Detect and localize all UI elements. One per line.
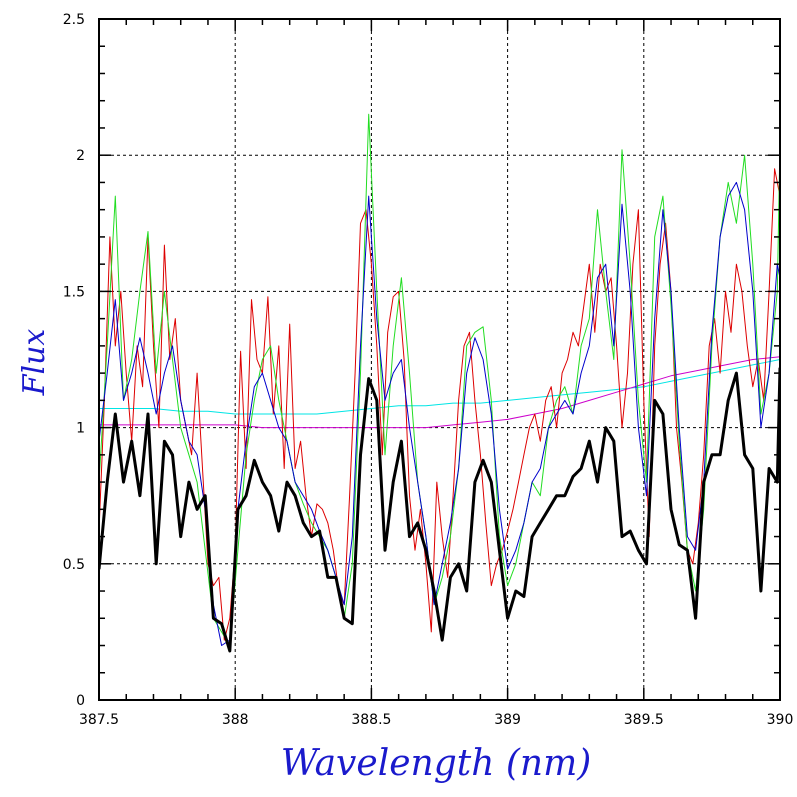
x-tick-label: 388	[222, 712, 249, 728]
series-line-red	[99, 168, 780, 641]
x-axis-title: Wavelength (nm)	[281, 743, 592, 784]
plot-frame	[98, 18, 781, 701]
y-axis-title: Flux	[17, 329, 52, 397]
ticks	[98, 18, 781, 701]
x-tick-label: 390	[767, 712, 794, 728]
y-tick-label: 1	[76, 421, 85, 437]
x-tick-label: 387.5	[79, 712, 119, 728]
series-line-black	[99, 367, 780, 653]
y-tick-label: 1.5	[63, 284, 85, 300]
y-tick-label: 0	[76, 693, 85, 709]
y-tick-label: 0.5	[63, 557, 85, 573]
x-tick-label: 388.5	[351, 712, 391, 728]
series-line-cyan	[99, 359, 780, 415]
y-tick-label: 2.5	[63, 12, 85, 28]
tick-labels: 387.5 388 388.5 389 389.5 390 0 0.5 1 1.5 2 2.5	[63, 12, 794, 728]
series-line-magenta	[99, 356, 780, 429]
x-tick-label: 389	[494, 712, 521, 728]
series-layer	[99, 113, 780, 653]
x-tick-label: 389.5	[624, 712, 664, 728]
y-tick-label: 2	[76, 148, 85, 164]
